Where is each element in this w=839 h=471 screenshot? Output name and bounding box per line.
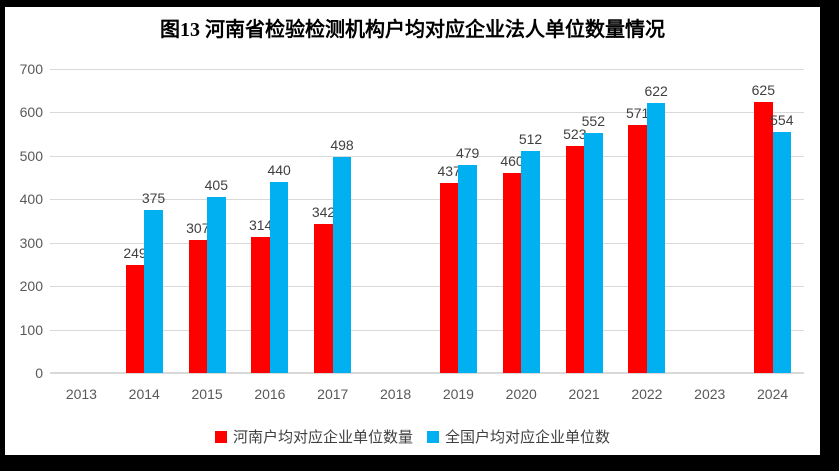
chart-legend: 河南户均对应企业单位数量 全国户均对应企业单位数 xyxy=(5,426,820,447)
bar-national-2019 xyxy=(458,164,477,373)
data-label: 460 xyxy=(500,153,524,170)
bar-national-2020 xyxy=(521,150,540,373)
y-tick-label: 700 xyxy=(19,61,43,77)
data-label: 523 xyxy=(563,125,587,142)
legend-label: 全国户均对应企业单位数 xyxy=(445,429,611,446)
data-label: 249 xyxy=(123,244,147,261)
bar-national-2015 xyxy=(207,197,226,373)
bar-national-2022 xyxy=(646,102,666,373)
data-label: 552 xyxy=(581,113,605,130)
bar-national-2014 xyxy=(144,210,163,373)
x-tick-label: 2013 xyxy=(65,386,97,402)
data-label: 512 xyxy=(518,130,543,147)
bar-national-2021 xyxy=(584,133,603,373)
x-axis-line xyxy=(50,372,804,374)
y-tick-label: 0 xyxy=(35,365,43,381)
bar-henan-2017 xyxy=(314,224,333,373)
legend-item-henan: 河南户均对应企业单位数量 xyxy=(214,426,413,447)
y-tick-label: 400 xyxy=(19,191,43,208)
bar-henan-2022 xyxy=(628,125,647,373)
y-tick-label: 300 xyxy=(19,234,43,251)
bar-henan-2019 xyxy=(439,183,459,373)
x-tick-label: 2015 xyxy=(191,386,223,402)
data-label: 498 xyxy=(330,136,354,153)
x-tick-label: 2024 xyxy=(757,386,789,402)
bar-henan-2024 xyxy=(754,101,773,373)
legend-marker-icon xyxy=(214,430,227,443)
data-label: 554 xyxy=(770,112,794,129)
data-label: 571 xyxy=(625,105,650,122)
bar-chart-plot-area: 0 100 200 300 400 500 600 700 2013 2014 249 375 2015… xyxy=(5,7,820,455)
x-tick-label: 2023 xyxy=(694,386,726,402)
data-label: 314 xyxy=(248,216,273,233)
data-label: 307 xyxy=(186,219,210,236)
y-tick-label: 500 xyxy=(19,147,43,164)
gridline xyxy=(50,242,804,244)
gridline xyxy=(50,69,804,70)
x-tick-label: 2021 xyxy=(568,386,600,402)
y-tick-label: 600 xyxy=(19,104,43,121)
bar-national-2024 xyxy=(772,132,792,373)
gridline xyxy=(50,286,804,288)
bar-national-2017 xyxy=(332,156,352,373)
x-tick-label: 2022 xyxy=(631,386,663,402)
legend-label: 河南户均对应企业单位数量 xyxy=(232,429,413,446)
data-label: 625 xyxy=(751,81,775,98)
bar-henan-2014 xyxy=(125,264,145,373)
legend-marker-icon xyxy=(427,430,439,443)
bar-henan-2020 xyxy=(502,173,522,373)
x-tick-label: 2017 xyxy=(317,386,349,402)
x-tick-label: 2018 xyxy=(380,386,412,402)
data-label: 405 xyxy=(204,177,228,194)
data-label: 342 xyxy=(311,204,336,221)
y-tick-label: 100 xyxy=(19,321,43,338)
gridline xyxy=(50,112,804,114)
chart-page: 图13 河南省检验检测机构户均对应企业法人单位数量情况 0 100 200 300 40… xyxy=(5,7,820,455)
y-tick-label: 200 xyxy=(19,278,43,295)
data-label: 479 xyxy=(455,144,480,161)
bar-national-2016 xyxy=(269,181,289,373)
bar-henan-2016 xyxy=(251,236,270,373)
legend-item-national: 全国户均对应企业单位数 xyxy=(427,426,610,447)
chart-title: 图13 河南省检验检测机构户均对应企业法人单位数量情况 xyxy=(160,19,665,41)
data-label: 437 xyxy=(437,163,461,180)
bar-henan-2021 xyxy=(565,145,585,373)
gridline xyxy=(50,199,804,201)
data-label: 622 xyxy=(644,82,668,99)
bar-henan-2015 xyxy=(188,239,208,373)
gridline xyxy=(50,329,804,331)
x-tick-label: 2014 xyxy=(128,386,160,402)
x-tick-label: 2016 xyxy=(254,386,286,402)
data-label: 440 xyxy=(267,161,291,178)
x-tick-label: 2020 xyxy=(505,386,537,402)
x-tick-label: 2019 xyxy=(442,386,474,402)
gridline xyxy=(50,155,804,157)
data-label: 375 xyxy=(141,190,166,207)
